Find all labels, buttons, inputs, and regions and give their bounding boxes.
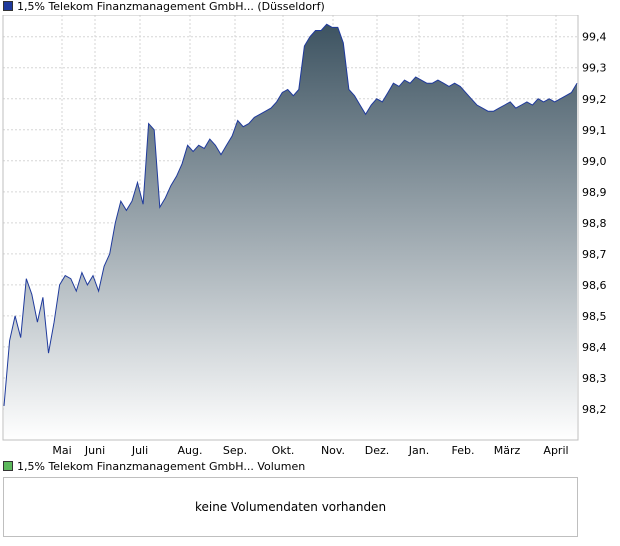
x-tick-label: Dez. — [365, 444, 390, 457]
volume-legend-swatch — [3, 461, 13, 471]
y-tick-label: 98,3 — [582, 372, 607, 385]
x-tick-label: Sep. — [223, 444, 247, 457]
volume-legend-label: 1,5% Telekom Finanzmanagement GmbH... Vo… — [17, 460, 306, 473]
x-tick-label: Nov. — [321, 444, 345, 457]
plot-frame — [2, 15, 579, 441]
price-legend-swatch — [3, 1, 13, 11]
y-tick-label: 98,5 — [582, 310, 607, 323]
y-tick-label: 99,0 — [582, 155, 607, 168]
y-tick-label: 98,6 — [582, 279, 607, 292]
price-chart: 98,2 98,3 98,4 98,5 98,6 98,7 98,8 98,9 99,0 99,1… — [2, 15, 607, 457]
y-tick-label: 98,7 — [582, 248, 607, 261]
price-legend: 1,5% Telekom Finanzmanagement GmbH... (D… — [3, 0, 325, 14]
price-line — [3, 23, 578, 406]
y-tick-label: 99,1 — [582, 124, 607, 137]
x-tick-label: Juli — [131, 444, 148, 457]
x-tick-label: April — [543, 444, 568, 457]
volume-legend: 1,5% Telekom Finanzmanagement GmbH... Vo… — [3, 460, 305, 474]
price-legend-label: 1,5% Telekom Finanzmanagement GmbH... (D… — [17, 0, 325, 13]
x-tick-label: Mai — [52, 444, 71, 457]
x-tick-label: Feb. — [452, 444, 475, 457]
x-axis: Mai Juni Juli Aug. Sep. Okt. Nov. Dez. Jan. Feb. M… — [52, 444, 568, 457]
x-tick-label: Aug. — [178, 444, 203, 457]
x-tick-label: Juni — [84, 444, 105, 457]
x-tick-label: Okt. — [272, 444, 295, 457]
y-tick-label: 98,8 — [582, 217, 607, 230]
y-tick-label: 99,3 — [582, 62, 607, 75]
x-tick-label: März — [494, 444, 521, 457]
volume-panel: keine Volumendaten vorhanden — [3, 477, 578, 537]
y-tick-label: 99,4 — [582, 31, 607, 44]
x-tick-label: Jan. — [408, 444, 429, 457]
y-axis: 98,2 98,3 98,4 98,5 98,6 98,7 98,8 98,9 99,0 99,1… — [582, 31, 607, 416]
volume-empty-message: keine Volumendaten vorhanden — [194, 500, 387, 514]
y-tick-label: 98,9 — [582, 186, 607, 199]
y-tick-label: 98,4 — [582, 341, 607, 354]
y-tick-label: 99,2 — [582, 93, 607, 106]
price-area — [4, 24, 577, 441]
y-tick-label: 98,2 — [582, 403, 607, 416]
